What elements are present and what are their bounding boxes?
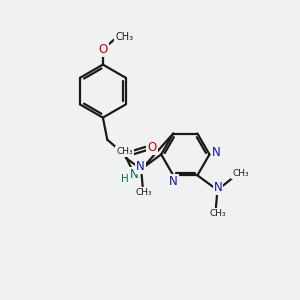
Text: N: N — [169, 175, 178, 188]
Text: CH₃: CH₃ — [232, 169, 249, 178]
Text: O: O — [147, 141, 157, 154]
Text: N: N — [130, 168, 139, 181]
Text: CH₃: CH₃ — [209, 209, 226, 218]
Text: CH₃: CH₃ — [116, 147, 133, 156]
Text: N: N — [212, 146, 220, 159]
Text: H: H — [121, 174, 129, 184]
Text: O: O — [98, 43, 107, 56]
Text: CH₃: CH₃ — [136, 188, 152, 197]
Text: CH₃: CH₃ — [115, 32, 133, 42]
Text: N: N — [136, 160, 145, 173]
Text: N: N — [214, 181, 222, 194]
